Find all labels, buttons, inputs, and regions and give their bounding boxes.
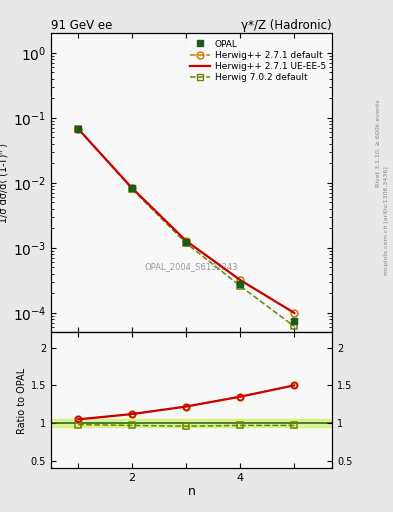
Y-axis label: 1/σ dσ/d⟨ (1-T)ⁿ ⟩: 1/σ dσ/d⟨ (1-T)ⁿ ⟩ — [0, 143, 9, 223]
X-axis label: n: n — [187, 485, 196, 498]
Text: 91 GeV ee: 91 GeV ee — [51, 19, 112, 32]
Text: γ*/Z (Hadronic): γ*/Z (Hadronic) — [241, 19, 332, 32]
Text: mcplots.cern.ch [arXiv:1306.3436]: mcplots.cern.ch [arXiv:1306.3436] — [384, 166, 389, 274]
Legend: OPAL, Herwig++ 2.7.1 default, Herwig++ 2.7.1 UE-EE-5, Herwig 7.0.2 default: OPAL, Herwig++ 2.7.1 default, Herwig++ 2… — [189, 38, 328, 84]
Y-axis label: Ratio to OPAL: Ratio to OPAL — [17, 367, 27, 434]
Text: Rivet 3.1.10, ≥ 600k events: Rivet 3.1.10, ≥ 600k events — [376, 99, 380, 187]
Text: OPAL_2004_S6132243: OPAL_2004_S6132243 — [145, 262, 238, 271]
Bar — [51, 419, 332, 427]
